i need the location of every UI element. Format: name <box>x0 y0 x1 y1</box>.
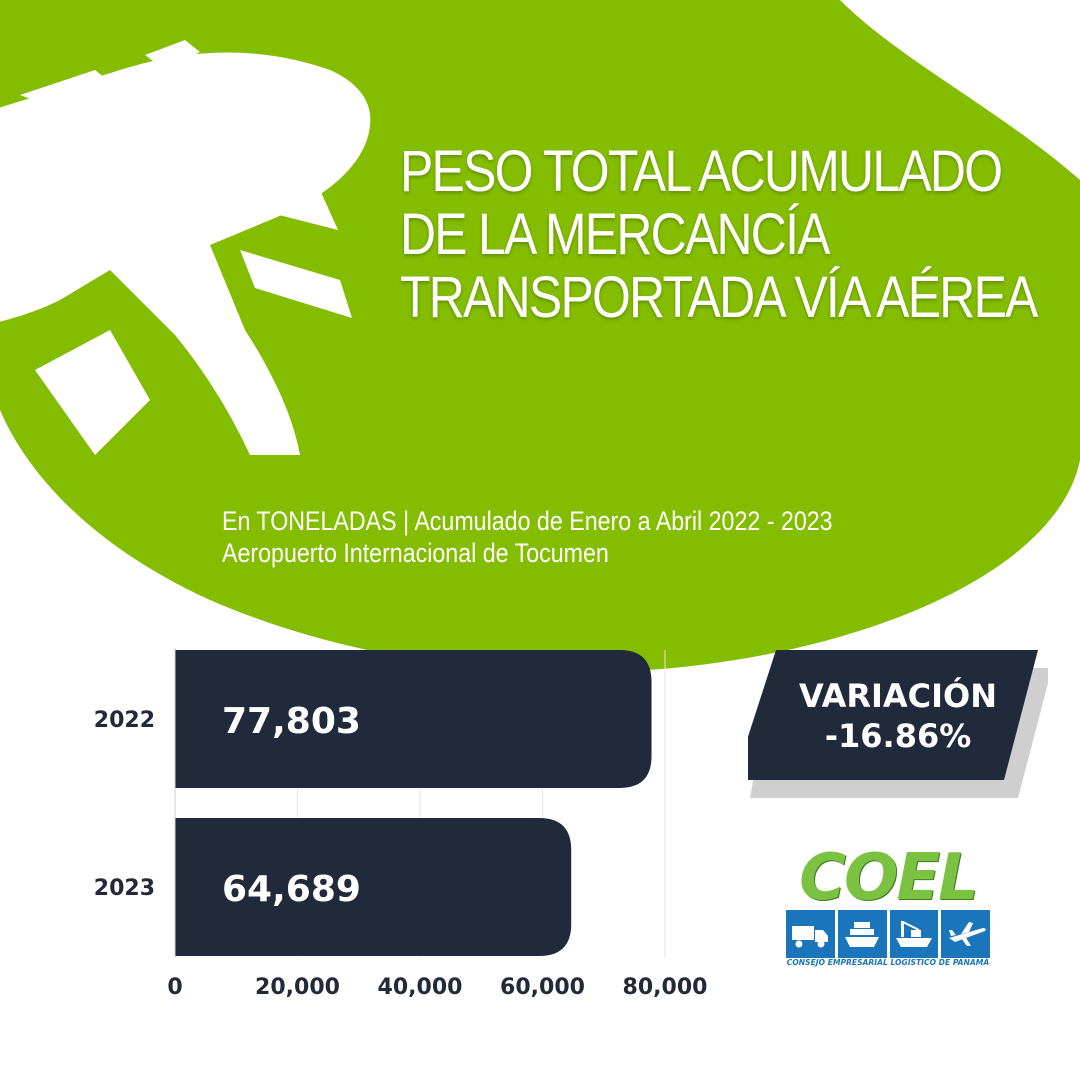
ship-icon <box>837 910 887 958</box>
cargo-ship-icon <box>889 910 939 958</box>
airplane-icon <box>941 910 990 958</box>
airplane-icon <box>0 40 371 455</box>
title-line: TRANSPORTADA VÍA AÉREA <box>400 265 1038 330</box>
category-label: 2023 <box>94 876 155 901</box>
variation-badge: VARIACIÓN -16.86% <box>748 650 1048 800</box>
tick-label: 60,000 <box>500 975 585 1000</box>
main-title: PESO TOTAL ACUMULADO DE LA MERCANCÍA TRA… <box>400 139 1038 330</box>
bar-2023 <box>175 818 572 956</box>
title-line: PESO TOTAL ACUMULADO <box>400 139 1003 204</box>
variation-shape <box>748 650 1048 798</box>
truck-icon <box>786 910 835 958</box>
title-line: DE LA MERCANCÍA <box>400 202 830 267</box>
bar-chart: 77,803 2022 64,689 2023 0 20,000 40,000 60,000 8… <box>94 648 708 1000</box>
bar-2022 <box>175 650 652 788</box>
tick-label: 40,000 <box>378 975 463 1000</box>
tick-label: 80,000 <box>623 975 708 1000</box>
logo-wordmark: COEL <box>799 841 979 915</box>
logo-caption: CONSEJO EMPRESARIAL LOGÍSTICO DE PANAMÁ <box>786 958 990 967</box>
category-label: 2022 <box>94 708 155 733</box>
subtitle-line: En TONELADAS | Acumulado de Enero a Abri… <box>222 506 833 536</box>
variation-label: VARIACIÓN <box>798 677 998 715</box>
tick-label: 0 <box>167 975 182 1000</box>
bar-value-label: 77,803 <box>222 701 361 742</box>
variation-value: -16.86% <box>824 717 972 755</box>
tick-label: 20,000 <box>255 975 340 1000</box>
coel-logo: COEL CONSEJO EMPRESARIAL LOGÍSTICO DE PA… <box>782 846 994 970</box>
bar-value-label: 64,689 <box>222 869 361 910</box>
subtitle-line: Aeropuerto Internacional de Tocumen <box>222 538 609 568</box>
subtitle: En TONELADAS | Acumulado de Enero a Abri… <box>222 505 833 569</box>
